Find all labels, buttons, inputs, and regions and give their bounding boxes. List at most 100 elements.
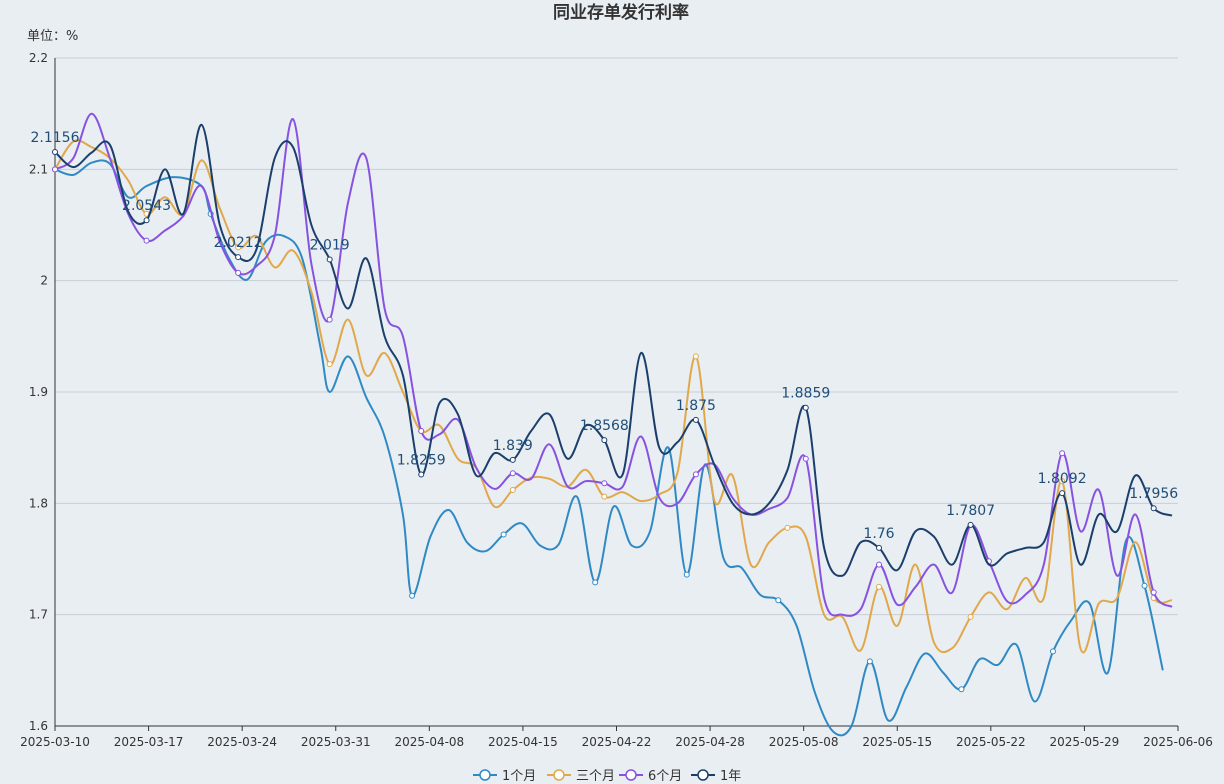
data-point[interactable]	[509, 470, 516, 477]
data-point[interactable]	[500, 531, 507, 538]
data-point[interactable]	[601, 437, 608, 444]
data-point[interactable]	[876, 561, 883, 568]
data-label: 2.0212	[214, 235, 263, 251]
legend-item[interactable]: 1年	[691, 769, 741, 784]
legend-swatch-marker	[479, 769, 491, 781]
data-point[interactable]	[143, 237, 150, 244]
data-point[interactable]	[601, 493, 608, 500]
data-point[interactable]	[418, 427, 425, 434]
data-point[interactable]	[802, 455, 809, 462]
data-label: 1.875	[676, 398, 716, 414]
legend-item[interactable]: 6个月	[619, 769, 682, 784]
data-point[interactable]	[692, 353, 699, 360]
grid-lines	[55, 57, 1178, 727]
data-point[interactable]	[418, 471, 425, 478]
data-point[interactable]	[1141, 582, 1148, 589]
legend-label: 6个月	[648, 769, 682, 784]
data-label: 1.76	[863, 526, 894, 542]
data-point[interactable]	[326, 316, 333, 323]
y-tick-label: 1.6	[29, 719, 48, 733]
x-tick-label: 2025-05-22	[956, 735, 1026, 749]
chart-title: 同业存单发行利率	[553, 2, 689, 23]
data-point[interactable]	[692, 471, 699, 478]
data-point[interactable]	[1059, 478, 1066, 485]
y-tick-label: 2.2	[29, 51, 48, 65]
data-label: 1.8259	[397, 452, 446, 468]
data-point[interactable]	[1049, 648, 1056, 655]
data-label: 2.1156	[31, 130, 80, 146]
y-tick-label: 2	[40, 274, 48, 288]
y-tick-label: 1.8	[29, 496, 48, 510]
data-point[interactable]	[1059, 490, 1066, 497]
axes: 1.6 1.7 1.8 1.9 2 2.1 2.2 2025-03-10 2025-03-17 2…	[20, 51, 1213, 749]
data-point[interactable]	[326, 361, 333, 368]
x-tick-label: 2025-05-29	[1050, 735, 1120, 749]
data-point[interactable]	[52, 148, 58, 155]
data-labels: 2.1156 2.0543 2.0212 2.019 1.8259 1.839 1.8568…	[31, 130, 1179, 542]
data-point[interactable]	[967, 521, 974, 528]
x-tick-label: 2025-04-22	[582, 735, 652, 749]
legend-label: 1年	[720, 769, 741, 784]
data-point[interactable]	[866, 658, 873, 665]
data-point[interactable]	[958, 686, 965, 693]
data-point[interactable]	[52, 166, 58, 173]
data-label: 1.8092	[1038, 471, 1087, 487]
data-label: 2.019	[310, 238, 350, 254]
data-label: 1.8568	[580, 418, 629, 434]
legend-item[interactable]: 1个月	[473, 769, 536, 784]
data-point[interactable]	[876, 583, 883, 590]
legend-swatch-marker	[697, 769, 709, 781]
data-point[interactable]	[601, 480, 608, 487]
data-point[interactable]	[409, 592, 416, 599]
x-tick-label: 2025-03-24	[207, 735, 277, 749]
x-tick-label: 2025-04-08	[394, 735, 464, 749]
x-tick-label: 2025-05-15	[862, 735, 932, 749]
legend-item[interactable]: 三个月	[547, 769, 615, 784]
x-tick-label: 2025-05-08	[769, 735, 839, 749]
series-line[interactable]	[54, 139, 1173, 654]
y-tick-label: 1.9	[29, 385, 48, 399]
y-tick-label: 2.1	[29, 162, 48, 176]
data-point[interactable]	[143, 217, 150, 224]
data-point[interactable]	[1150, 505, 1157, 512]
data-point[interactable]	[775, 597, 782, 604]
series-line[interactable]	[54, 112, 1173, 617]
legend-swatch-marker	[553, 769, 565, 781]
data-point[interactable]	[509, 456, 516, 463]
data-label: 1.7807	[946, 503, 995, 519]
data-label: 1.839	[493, 438, 533, 454]
data-point[interactable]	[802, 404, 809, 411]
x-tick-label: 2025-04-28	[675, 735, 745, 749]
legend[interactable]: 1个月 三个月 6个月 1年	[473, 769, 741, 784]
series-1[interactable]	[52, 139, 1173, 654]
x-tick-label: 2025-04-15	[488, 735, 558, 749]
legend-label: 三个月	[576, 769, 615, 784]
data-point[interactable]	[326, 256, 333, 263]
data-point[interactable]	[235, 254, 242, 261]
x-tick-label: 2025-03-17	[114, 735, 184, 749]
data-label: 1.7956	[1129, 486, 1178, 502]
data-label: 1.8859	[781, 386, 830, 402]
x-tick-label: 2025-03-10	[20, 735, 90, 749]
data-point[interactable]	[1150, 589, 1157, 596]
data-point[interactable]	[235, 244, 242, 251]
data-point[interactable]	[509, 486, 516, 493]
data-point[interactable]	[784, 524, 791, 531]
data-point[interactable]	[692, 416, 699, 423]
x-tick-label: 2025-03-31	[301, 735, 371, 749]
series-2[interactable]	[52, 112, 1173, 617]
data-point[interactable]	[683, 571, 690, 578]
data-point[interactable]	[967, 613, 974, 620]
legend-label: 1个月	[502, 769, 536, 784]
data-point[interactable]	[876, 544, 883, 551]
series-lines	[52, 112, 1173, 737]
unit-label: 单位：%	[27, 29, 78, 44]
data-point[interactable]	[235, 269, 242, 276]
y-tick-label: 1.7	[29, 608, 48, 622]
series-3[interactable]	[52, 123, 1173, 577]
data-point[interactable]	[1059, 450, 1066, 457]
data-point[interactable]	[592, 579, 599, 586]
legend-swatch-marker	[625, 769, 637, 781]
